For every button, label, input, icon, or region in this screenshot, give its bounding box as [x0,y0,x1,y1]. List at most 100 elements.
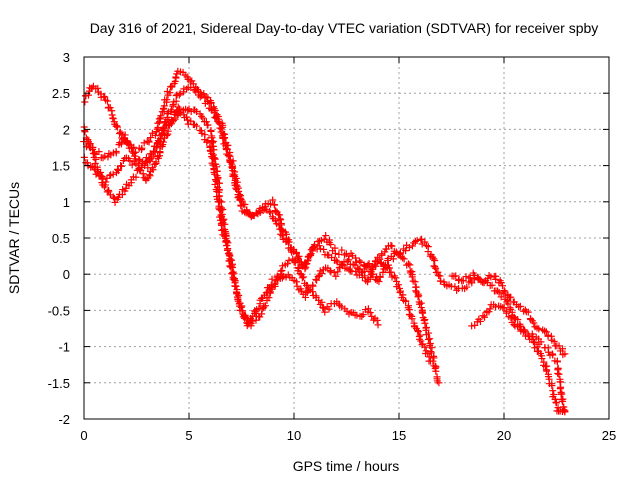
track-2-point [435,379,443,387]
track-2-point [272,277,280,285]
track-2-point [313,276,321,284]
track-4-point [225,151,233,159]
track-1-point [114,167,122,175]
track-4-point [304,257,312,265]
track-4-point [495,288,503,296]
track-4-point [389,255,397,263]
track-1-point [203,138,211,146]
track-4-point [233,182,241,190]
track-4-point [160,123,168,131]
track-4-point [494,287,502,295]
track-3-point [277,216,285,224]
track-1-point [321,308,329,316]
track-3-point [338,246,346,254]
track-3-point [160,102,168,110]
track-4-point [413,236,421,244]
track-1-point [284,260,292,268]
track-5-point [538,355,546,363]
track-3-point [424,349,432,357]
track-4-point [555,370,563,378]
track-4-point [262,206,270,214]
track-6-point [452,272,460,280]
track-2-point [414,293,422,301]
track-3-point [113,122,121,130]
track-4-point [207,99,215,107]
track-4-point [559,397,567,405]
track-5-point [503,309,511,317]
track-4-point [167,106,175,114]
y-tick-label: -0.5 [48,303,70,318]
track-6-point [487,273,495,281]
axis-ticks: 0 5 10 15 20 25 -2 -1.5 -1 -0.5 0 0.5 1 1.5 2 2.5 3 [48,50,617,443]
track-4-point [215,115,223,123]
track-4-point [266,209,274,217]
track-2-point [243,322,251,330]
track-4-point [504,300,512,308]
track-4-point [266,207,274,215]
track-2-point [176,109,184,117]
track-3-point [157,112,165,120]
track-2-point [332,272,340,280]
track-3-point [405,302,413,310]
track-4-point [117,140,125,148]
track-2-point [388,242,396,250]
track-4-point [363,263,371,271]
track-1-point [300,273,308,281]
track-2-point [255,304,263,312]
track-4-point [488,281,496,289]
track-2-point [171,115,179,123]
track-2-point [343,257,351,265]
track-3-point [372,257,380,265]
track-5-point [479,312,487,320]
track-4-point [156,132,164,140]
track-3-point [163,96,171,104]
track-1-point [359,311,367,319]
track-6-point [480,278,488,286]
y-axis-title: SDTVAR / TECUs [6,182,22,294]
track-3-point [331,249,339,257]
track-3-point [155,115,163,123]
track-4-point [146,157,154,165]
track-2-point [94,168,102,176]
track-4-point [121,131,129,139]
track-6-point [550,337,558,345]
track-4-point [292,248,300,256]
track-4-point [315,242,323,250]
y-tick-label: 1.5 [52,159,70,174]
track-4-point [119,135,127,143]
track-4-point [320,245,328,253]
x-tick-label: 20 [497,428,511,443]
track-3-point [399,291,407,299]
track-4-point [423,242,431,250]
track-3-point [114,123,122,131]
track-3-point [109,114,117,122]
track-2-point [237,303,245,311]
track-1-point [278,267,286,275]
track-5-point [552,399,560,407]
track-2-point [241,311,249,319]
track-2-point [273,273,281,281]
track-4-point [437,277,445,285]
track-5-point [471,321,479,329]
track-2-point [406,261,414,269]
track-1-point [139,170,147,178]
track-3-point [106,104,114,112]
track-4-point [382,261,390,269]
track-2-point [411,278,419,286]
track-4-point [396,249,404,257]
track-2-point [330,268,338,276]
track-3-point [427,357,434,365]
track-2-point [267,281,275,289]
track-6-point [516,302,524,310]
track-2-point [408,273,416,281]
track-6-point [530,319,538,327]
track-4-point [221,134,229,142]
track-4-point [376,273,384,281]
track-2-point [239,307,247,315]
track-4-point [153,144,161,152]
track-2-point [105,188,113,196]
track-4-point [150,147,158,155]
track-4-point [434,268,442,276]
track-1-point [374,321,382,329]
